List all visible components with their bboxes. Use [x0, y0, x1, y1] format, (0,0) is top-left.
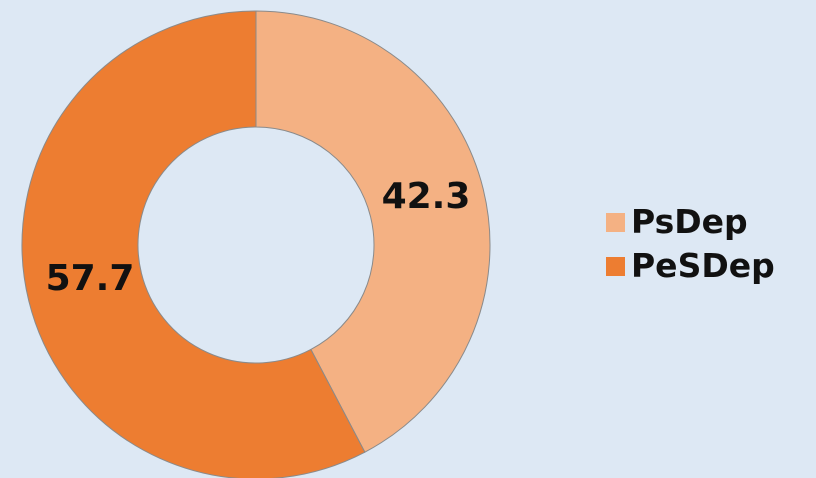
legend-swatch-psdep	[606, 212, 625, 232]
legend-item-pesdep: PeSDep	[606, 244, 775, 288]
donut-slice-pesdep	[21, 10, 366, 478]
donut-slice-psdep	[255, 10, 491, 453]
legend-item-psdep: PsDep	[606, 200, 775, 244]
data-label-pesdep: 57.7	[46, 258, 135, 299]
chart-legend: PsDep PeSDep	[606, 200, 775, 288]
legend-label-psdep: PsDep	[631, 202, 748, 241]
data-label-psdep: 42.3	[382, 176, 471, 217]
legend-label-pesdep: PeSDep	[631, 246, 775, 285]
legend-swatch-pesdep	[606, 256, 625, 276]
